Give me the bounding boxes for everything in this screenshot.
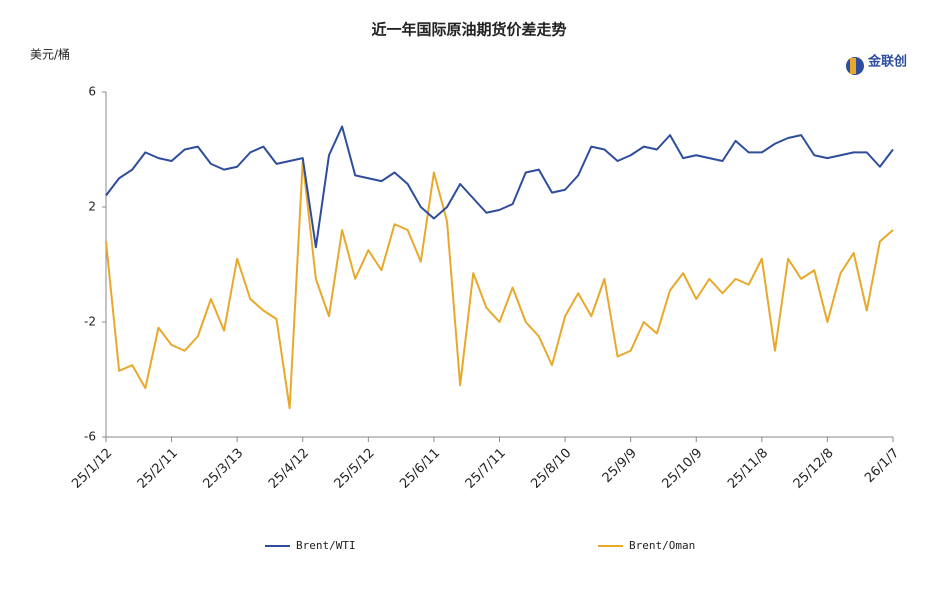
logo: 金联创	[846, 54, 907, 75]
x-tick-label: 25/5/12	[332, 446, 378, 492]
x-tick-label: 25/12/8	[791, 446, 837, 492]
y-tick-label: -2	[84, 315, 96, 329]
chart-title: 近一年国际原油期货价差走势	[371, 21, 566, 39]
x-tick-label: 25/6/11	[397, 446, 443, 492]
x-tick-label: 25/8/10	[528, 446, 574, 492]
logo-icon	[850, 58, 856, 74]
x-tick-label: 25/7/11	[463, 446, 509, 492]
y-axis-label: 美元/桶	[30, 47, 70, 62]
x-tick-label: 25/9/9	[600, 446, 640, 486]
x-tick-label: 26/1/7	[862, 446, 902, 486]
legend-label: Brent/WTI	[296, 539, 356, 552]
x-tick-label: 25/3/13	[200, 446, 246, 492]
y-tick-label: 6	[88, 85, 96, 99]
y-tick-label: -6	[84, 430, 96, 444]
line	[105, 160, 894, 410]
legend-label: Brent/Oman	[629, 539, 695, 552]
logo-text: 金联创	[867, 54, 907, 70]
y-tick-label: 2	[88, 200, 96, 214]
line	[105, 125, 894, 249]
x-tick-label: 25/10/9	[660, 446, 706, 492]
x-tick-label: 25/2/11	[135, 446, 181, 492]
x-tick-label: 25/11/8	[725, 446, 771, 492]
x-tick-label: 25/1/12	[69, 446, 115, 492]
x-tick-label: 25/4/12	[266, 446, 312, 492]
